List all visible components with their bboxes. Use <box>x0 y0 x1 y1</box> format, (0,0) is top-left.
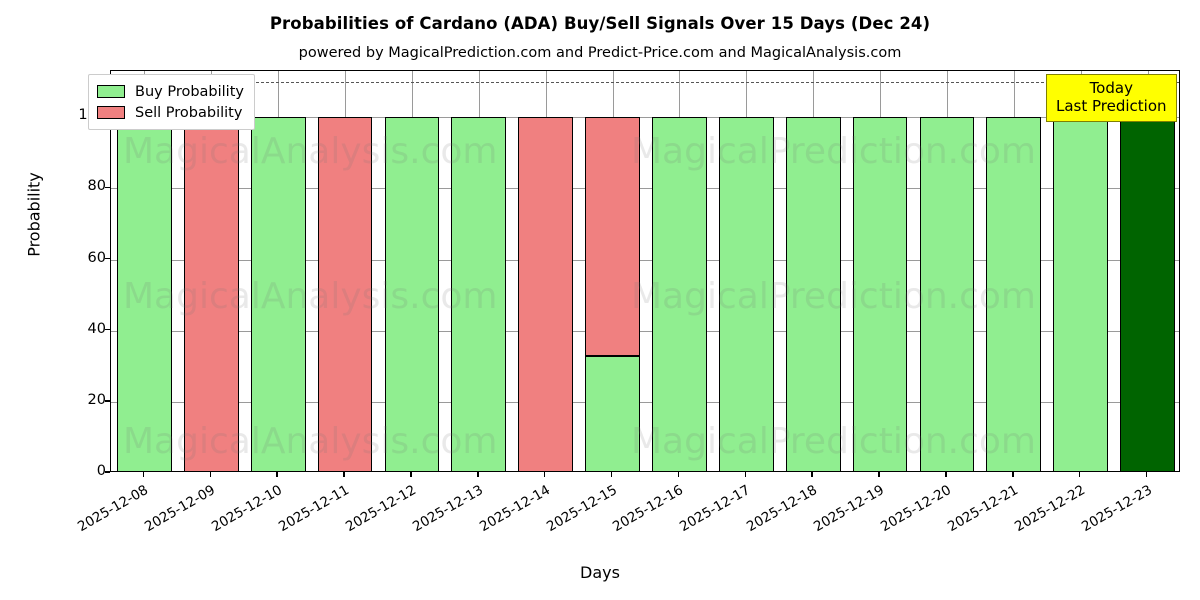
x-tick-mark <box>1078 472 1081 477</box>
watermark-text: MagicalAnalysis.com <box>123 421 498 462</box>
gridline-horizontal <box>111 188 1179 190</box>
today-annotation-line1: Today <box>1089 79 1133 97</box>
today-annotation: Today Last Prediction <box>1046 74 1177 122</box>
y-tick-mark <box>105 328 110 331</box>
x-tick-mark <box>209 472 211 477</box>
legend-item-buy: Buy Probability <box>97 81 244 102</box>
legend-label-buy: Buy Probability <box>135 83 244 100</box>
bar-buy[interactable] <box>451 117 507 471</box>
bar-buy[interactable] <box>250 117 306 471</box>
x-tick-mark <box>677 472 680 477</box>
bar-sell[interactable] <box>585 117 640 356</box>
y-tick-label: 40 <box>87 320 106 337</box>
x-tick-mark <box>878 472 880 477</box>
bar-buy[interactable] <box>718 117 774 471</box>
bar-buy[interactable] <box>1053 117 1109 471</box>
legend-item-sell: Sell Probability <box>97 102 244 123</box>
y-tick-mark <box>105 400 110 402</box>
x-tick-mark <box>276 472 278 477</box>
bar-buy[interactable] <box>652 117 707 471</box>
today-annotation-line2: Last Prediction <box>1056 97 1167 116</box>
x-tick-mark <box>477 472 479 477</box>
y-tick-label: 0 <box>96 463 106 479</box>
bar-buy[interactable] <box>785 117 841 471</box>
x-tick-mark <box>410 472 412 477</box>
bar-buy[interactable] <box>986 117 1042 471</box>
bar-buy[interactable] <box>852 117 908 471</box>
bar-sell[interactable] <box>317 117 373 471</box>
chart-legend: Buy Probability Sell Probability <box>88 74 255 130</box>
x-tick-mark <box>811 472 813 477</box>
x-axis-title: Days <box>580 563 620 582</box>
x-tick-mark <box>610 472 613 477</box>
bar-sell[interactable] <box>183 117 239 471</box>
chart-subtitle: powered by MagicalPrediction.com and Pre… <box>298 45 902 61</box>
legend-swatch-buy <box>97 85 125 98</box>
watermark-text: MagicalAnalysis.com <box>123 276 498 317</box>
x-tick-mark <box>142 472 145 477</box>
y-tick-label: 60 <box>87 249 106 266</box>
x-tick-mark <box>1145 472 1148 477</box>
x-tick-mark <box>945 472 947 477</box>
watermark-text: MagicalAnalysis.com <box>123 131 498 172</box>
y-axis-title: Probability <box>24 172 44 257</box>
gridline-horizontal <box>111 117 1179 119</box>
y-tick-label: 20 <box>87 391 106 408</box>
page-title: Probabilities of Cardano (ADA) Buy/Sell … <box>269 14 931 33</box>
bar-buy[interactable] <box>384 117 440 471</box>
x-tick-mark <box>1012 472 1014 477</box>
gridline-horizontal <box>111 259 1179 261</box>
bar-buy[interactable] <box>585 355 640 471</box>
bar-buy[interactable] <box>919 117 975 471</box>
gridline-horizontal <box>111 401 1179 403</box>
x-tick-mark <box>744 472 746 477</box>
x-tick-mark <box>343 472 345 477</box>
legend-swatch-sell <box>97 106 125 119</box>
y-tick-label: 80 <box>87 178 106 195</box>
gridline-horizontal <box>111 330 1179 332</box>
bar-buy[interactable] <box>117 117 172 471</box>
reference-line <box>111 81 1179 83</box>
y-tick-mark <box>105 257 110 260</box>
x-tick-mark <box>543 472 546 477</box>
bar-sell[interactable] <box>518 117 574 471</box>
legend-label-sell: Sell Probability <box>135 104 243 121</box>
y-tick-mark <box>105 186 110 189</box>
plot-area: MagicalAnalysis.comMagicalPrediction.com… <box>110 70 1180 472</box>
y-tick-mark <box>105 471 110 473</box>
bar-today[interactable] <box>1120 117 1175 471</box>
